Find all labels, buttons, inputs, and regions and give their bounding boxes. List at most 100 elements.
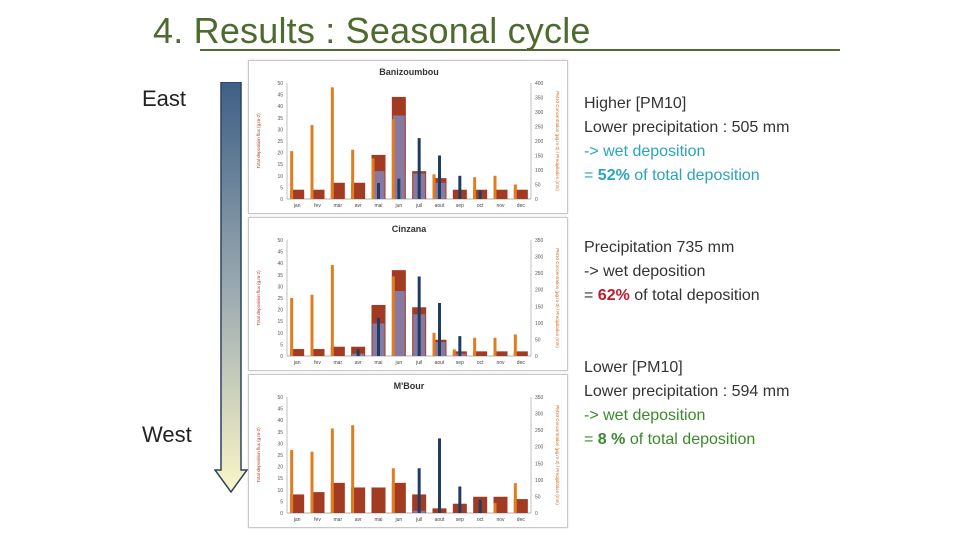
y-tick-label-left: 10 (277, 174, 283, 180)
y-tick-label-right: 250 (535, 428, 544, 434)
annotation-line: -> wet deposition (584, 143, 706, 160)
precipitation-bar (391, 468, 395, 513)
total-deposition-bar (493, 189, 508, 199)
precipitation-bar (330, 264, 334, 356)
pct-prefix: = (584, 287, 598, 304)
annotation-line: -> wet deposition (584, 407, 706, 424)
y-tick-label-left: 10 (277, 488, 283, 494)
annotation-banizoumbou: Higher [PM10] Lower precipitation : 505 … (584, 92, 789, 188)
x-tick-label: nov (496, 203, 505, 209)
x-tick-label: fev (314, 517, 321, 523)
y-axis-title-right: PM10 Concentration (µg.m-3) / Precipitat… (555, 405, 560, 505)
chart-cinzana: Cinzana 0 5 10 15 20 25 30 35 40 45 50 0 50 100 150 200 2… (256, 224, 560, 366)
x-tick-label: sep (456, 203, 464, 209)
y-axis-title-left: Total deposition flux (g.m-2) (256, 427, 261, 483)
x-tick-label: jan (293, 203, 301, 209)
x-tick-label: jun (394, 203, 402, 209)
pm10-concentration-bar (438, 155, 441, 199)
precipitation-bar (493, 503, 497, 513)
x-tick-label: aout (435, 360, 445, 366)
x-tick-label: juil (415, 517, 422, 523)
y-tick-label-left: 35 (277, 430, 283, 436)
x-tick-label: juil (415, 360, 422, 366)
precipitation-bar (290, 450, 294, 513)
precipitation-bar (330, 428, 334, 513)
total-deposition-bar (473, 351, 488, 356)
pm10-concentration-bar (417, 138, 421, 199)
y-tick-label-left: 0 (280, 511, 283, 517)
total-deposition-bar (290, 494, 305, 513)
x-tick-label: avr (355, 203, 362, 209)
pm10-concentration-bar (438, 302, 441, 356)
y-tick-label-left: 45 (277, 250, 283, 256)
y-tick-label-right: 300 (535, 255, 544, 261)
y-tick-label-right: 350 (535, 238, 544, 244)
y-tick-label-left: 25 (277, 139, 283, 145)
pm10-concentration-bar (458, 336, 462, 356)
precipitation-bar (391, 276, 395, 356)
x-tick-label: jan (293, 360, 301, 366)
y-tick-label-right: 0 (535, 511, 538, 517)
x-tick-label: oct (477, 517, 484, 523)
west-label: West (142, 422, 192, 447)
chart-panel-banizoumbou: Banizoumbou 0 5 10 15 20 25 30 35 40 45 50 0 50 100 150… (248, 60, 568, 214)
y-tick-label-right: 250 (535, 271, 544, 277)
x-tick-label: fev (314, 360, 321, 366)
pct-suffix: of total deposition (629, 287, 760, 304)
annotation-mbour: Lower [PM10] Lower precipitation : 594 m… (584, 356, 789, 452)
total-deposition-bar (513, 189, 528, 199)
x-tick-label: sep (456, 360, 464, 366)
x-tick-label: jan (293, 517, 301, 523)
y-tick-label-right: 50 (535, 494, 541, 500)
annotation-percent-line: = 52% of total deposition (584, 164, 789, 188)
total-deposition-bar (330, 346, 345, 356)
y-tick-label-right: 50 (535, 183, 541, 189)
x-tick-label: mai (374, 517, 382, 523)
chart-banizoumbou: Banizoumbou 0 5 10 15 20 25 30 35 40 45 50 0 50 100 150… (256, 67, 560, 209)
pct-suffix: of total deposition (629, 167, 760, 184)
y-axis-title-right: PM10 Concentration (µg.m-3) / Precipitat… (555, 248, 560, 348)
y-tick-label-right: 0 (535, 354, 538, 360)
y-tick-label-left: 5 (280, 499, 283, 505)
precipitation-bar (290, 151, 294, 199)
y-tick-label-left: 40 (277, 418, 283, 424)
precipitation-bar (310, 125, 314, 199)
y-tick-label-right: 400 (535, 81, 544, 87)
y-tick-label-left: 30 (277, 127, 283, 133)
pm10-concentration-bar (478, 190, 482, 199)
east-west-arrow (214, 82, 248, 494)
x-tick-label: avr (355, 360, 362, 366)
x-tick-label: mai (374, 360, 382, 366)
x-tick-label: jun (394, 517, 402, 523)
y-tick-label-right: 100 (535, 168, 544, 174)
y-tick-label-left: 15 (277, 162, 283, 168)
annotation-line: Lower [PM10] (584, 359, 683, 376)
y-tick-label-right: 350 (535, 96, 544, 102)
y-tick-label-left: 35 (277, 116, 283, 122)
total-deposition-bar (290, 349, 305, 356)
precipitation-bar (473, 177, 477, 199)
y-tick-label-left: 0 (280, 354, 283, 360)
y-tick-label-left: 40 (277, 104, 283, 110)
x-tick-label: nov (496, 360, 505, 366)
x-tick-label: mai (374, 203, 382, 209)
x-tick-label: sep (456, 517, 464, 523)
x-tick-label: oct (477, 360, 484, 366)
y-tick-label-right: 200 (535, 139, 544, 145)
y-axis-title-left: Total deposition flux (g.m-2) (256, 270, 261, 326)
y-tick-label-right: 150 (535, 304, 544, 310)
total-deposition-bar (310, 349, 325, 356)
annotation-line: Lower precipitation : 594 mm (584, 383, 790, 400)
total-deposition-bar (391, 482, 406, 513)
y-tick-label-right: 150 (535, 461, 544, 467)
pm10-concentration-bar (397, 178, 401, 199)
y-tick-label-right: 350 (535, 395, 544, 401)
y-tick-label-left: 30 (277, 441, 283, 447)
annotation-line: Precipitation 735 mm (584, 239, 735, 256)
pct-value: 62% (597, 287, 630, 304)
total-deposition-bar (493, 496, 508, 513)
precipitation-bar (310, 451, 314, 513)
slide-title: 4. Results : Seasonal cycle (153, 10, 591, 51)
y-tick-label-left: 45 (277, 407, 283, 413)
total-deposition-bar (371, 487, 386, 513)
